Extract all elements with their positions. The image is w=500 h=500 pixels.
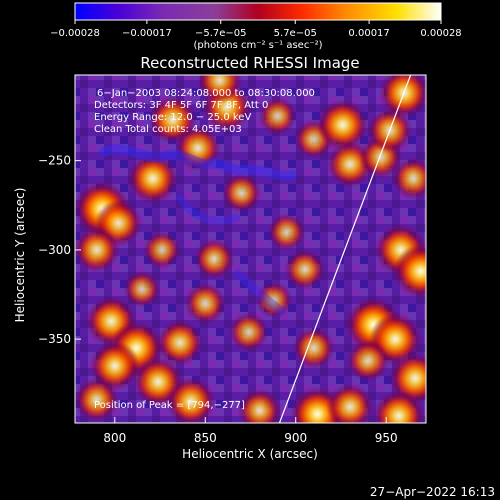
colorbar-gradient — [75, 3, 441, 20]
annotation-line-2: Energy Range: 12.0 − 25.0 keV — [94, 112, 251, 123]
y-axis-label: Heliocentric Y (arcsec) — [13, 188, 27, 323]
source-region-18 — [284, 249, 326, 290]
colorbar-tick-label: 0.00017 — [348, 28, 389, 39]
source-region-29 — [237, 388, 282, 423]
dark-low-region — [176, 194, 240, 225]
source-region-2 — [75, 226, 120, 273]
peak-position-label: Position of Peak = [794,−277] — [94, 400, 245, 411]
source-region-5 — [175, 125, 221, 172]
source-region-11 — [316, 99, 369, 151]
source-region-3 — [127, 153, 179, 204]
source-region-9 — [258, 96, 297, 136]
heatmap-layer — [75, 75, 426, 423]
colorbar-tick-label: −0.00017 — [122, 28, 172, 39]
source-region-35 — [166, 376, 216, 423]
x-tick-label: 850 — [194, 431, 217, 445]
x-ticks: 800 850 900 950 — [103, 417, 398, 445]
colorbar-ticks: −0.00028 −0.00017 −5.7e−05 5.7e−05 0.00017 0.… — [50, 20, 462, 39]
source-region-7 — [221, 172, 262, 213]
y-tick-label: −350 — [38, 332, 71, 346]
source-region-20 — [393, 244, 426, 299]
source-region-36 — [75, 377, 119, 423]
source-region-38 — [193, 238, 235, 280]
x-tick-label: 900 — [284, 431, 307, 445]
colorbar-frame — [74, 2, 442, 21]
x-tick-label: 800 — [103, 431, 126, 445]
y-ticks: −250 −300 −350 — [38, 154, 81, 346]
source-region-41 — [142, 230, 181, 269]
source-region-14 — [392, 157, 426, 200]
timestamp: 27−Apr−2022 16:13 — [370, 485, 495, 499]
annotation-block: 6−Jan−2003 08:24:08.000 to 08:30:08.000D… — [94, 88, 315, 135]
source-region-17 — [267, 213, 306, 252]
dark-low-region — [99, 144, 297, 181]
source-blobs — [75, 75, 426, 423]
colorbar-tick-label: −5.7e−05 — [195, 28, 247, 39]
solar-limb-line — [278, 75, 412, 423]
source-region-34 — [156, 319, 204, 367]
dark-low-region — [233, 269, 286, 316]
annotation-line-1: Detectors: 3F 4F 5F 6F 7F 8F, Att 0 — [94, 100, 268, 111]
x-tick-label: 950 — [375, 431, 398, 445]
colorbar-tick-label: 5.7e−05 — [274, 28, 317, 39]
source-region-8 — [197, 75, 243, 103]
source-region-39 — [228, 312, 269, 352]
x-axis-label: Heliocentric X (arcsec) — [182, 447, 318, 461]
colorbar: −0.00028 −0.00017 −5.7e−05 5.7e−05 0.00017 0.… — [50, 2, 462, 51]
chart-title: Reconstructed RHESSI Image — [140, 54, 359, 72]
annotation-line-3: Clean Total counts: 4.05E+03 — [94, 124, 242, 135]
y-tick-label: −300 — [38, 243, 71, 257]
colorbar-tick-label: 0.00028 — [420, 28, 461, 39]
plot-frame — [74, 74, 427, 424]
plot-area: 800 850 900 950 −250 −300 −350 — [38, 74, 427, 445]
source-region-27 — [326, 383, 374, 423]
source-region-42 — [123, 270, 161, 308]
source-region-28 — [373, 390, 425, 423]
colorbar-unit-label: (photons cm⁻² s⁻¹ asec⁻²) — [193, 40, 322, 51]
annotation-line-0: 6−Jan−2003 08:24:08.000 to 08:30:08.000 — [97, 88, 315, 99]
colorbar-tick-label: −0.00028 — [50, 28, 100, 39]
source-region-23 — [346, 339, 390, 382]
source-region-40 — [255, 281, 293, 319]
source-region-37 — [184, 282, 227, 325]
y-tick-label: −250 — [38, 154, 71, 168]
